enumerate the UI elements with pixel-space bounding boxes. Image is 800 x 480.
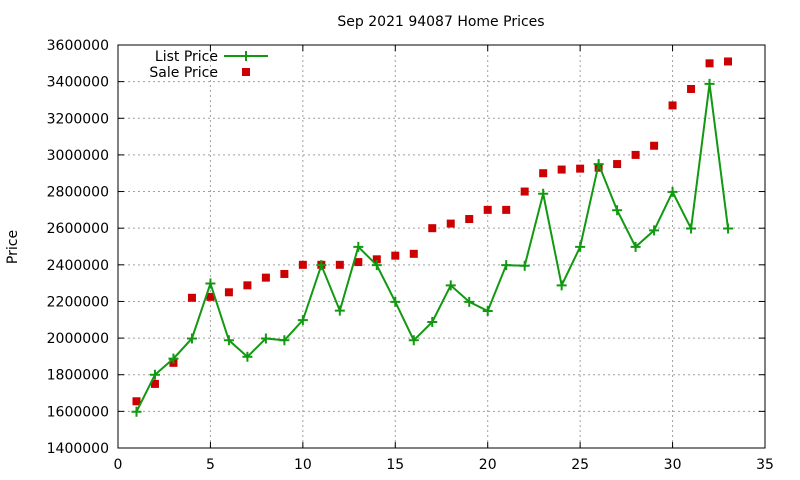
list-price-point [704, 78, 715, 89]
list-price-point [482, 305, 493, 316]
list-price-point [630, 241, 641, 252]
list-price-point [260, 333, 271, 344]
list-price-point [205, 278, 216, 289]
y-tick-label: 3200000 [47, 111, 109, 127]
list-price-point [667, 186, 678, 197]
y-tick-label: 2800000 [47, 185, 109, 201]
list-price-point [519, 260, 530, 271]
list-price-point [279, 335, 290, 346]
list-price-point [464, 296, 475, 307]
grid [118, 45, 765, 448]
sale-price-point [613, 160, 622, 169]
sale-price-point [539, 169, 548, 178]
y-tick-label: 2000000 [47, 331, 109, 347]
sale-price-point [409, 249, 418, 258]
sale-price-point [243, 281, 252, 290]
x-tick-label: 25 [571, 457, 589, 473]
x-tick-label: 5 [206, 457, 215, 473]
sale-price-point [150, 379, 159, 388]
list-price-point [297, 315, 308, 326]
x-tick-label: 15 [386, 457, 404, 473]
x-tick-label: 0 [114, 457, 123, 473]
y-tick-label: 3400000 [47, 75, 109, 91]
sale-price-point [724, 57, 733, 66]
sale-price-point [576, 164, 585, 173]
sale-price-point [668, 101, 677, 110]
sale-price-point [224, 288, 233, 297]
y-axis-label: Price [5, 230, 21, 264]
sale-price-point [446, 219, 455, 228]
list-price-point [575, 241, 586, 252]
y-tick-label: 3000000 [47, 148, 109, 164]
list-price-point [445, 280, 456, 291]
y-tick-label: 3600000 [47, 38, 109, 54]
sale-price-point [520, 187, 529, 196]
sale-price-point [206, 292, 215, 301]
sale-price-point [687, 84, 696, 93]
list-price-point [168, 353, 179, 364]
sale-price-point [705, 59, 714, 68]
list-price-point [131, 406, 142, 417]
list-price-point [408, 335, 419, 346]
list-price-point [334, 305, 345, 316]
list-price-point [556, 280, 567, 291]
list-price-point [371, 260, 382, 271]
x-axis: 0 5 10 15 20 25 30 35 [114, 45, 774, 473]
sale-price-point [354, 258, 363, 267]
sale-price-point [261, 273, 270, 282]
y-tick-label: 2600000 [47, 221, 109, 237]
list-price-point [593, 159, 604, 170]
sale-price-point [502, 205, 511, 214]
x-tick-label: 10 [294, 457, 312, 473]
sale-price-point [483, 205, 492, 214]
list-price-point [686, 223, 697, 234]
legend-marker-list-price [241, 51, 251, 61]
list-price-point [353, 241, 364, 252]
list-price-point [223, 335, 234, 346]
list-price-point [149, 369, 160, 380]
sale-price-point [335, 260, 344, 269]
list-price-point [538, 188, 549, 199]
list-price-point [316, 260, 327, 271]
list-price-point [427, 316, 438, 327]
list-price-point [612, 205, 623, 216]
x-tick-label: 30 [664, 457, 682, 473]
list-price-point [723, 223, 734, 234]
legend-swatch-sale-price [242, 68, 250, 76]
y-tick-label: 1600000 [47, 404, 109, 420]
list-price-point [186, 333, 197, 344]
sale-price-point [428, 224, 437, 233]
legend-label-list-price: List Price [155, 49, 218, 65]
sale-price-point [391, 251, 400, 260]
sale-price-point [280, 269, 289, 278]
sale-price-point [187, 293, 196, 302]
list-price-point [501, 260, 512, 271]
sale-price-point [298, 260, 307, 269]
x-tick-label: 35 [756, 457, 774, 473]
sale-price-point [465, 215, 474, 224]
y-tick-label: 1800000 [47, 368, 109, 384]
y-axis: 1400000 1600000 1800000 2000000 2200000 24000… [47, 38, 765, 457]
plot-frame [117, 44, 766, 449]
y-tick-label: 1400000 [47, 441, 109, 457]
x-tick-label: 20 [479, 457, 497, 473]
series-sale-price [132, 57, 733, 406]
list-price-point [242, 351, 253, 362]
list-price-point [649, 225, 660, 236]
sale-price-point [132, 397, 141, 406]
y-tick-label: 2400000 [47, 258, 109, 274]
series-list-price [131, 78, 734, 417]
series-layer [131, 57, 734, 417]
sale-price-point [650, 141, 659, 150]
legend-label-sale-price: Sale Price [149, 65, 218, 81]
sale-price-point [372, 255, 381, 264]
chart-title: Sep 2021 94087 Home Prices [337, 14, 544, 30]
y-tick-label: 2200000 [47, 294, 109, 310]
sale-price-point [557, 165, 566, 174]
sale-price-point [631, 150, 640, 159]
list-price-point [390, 296, 401, 307]
